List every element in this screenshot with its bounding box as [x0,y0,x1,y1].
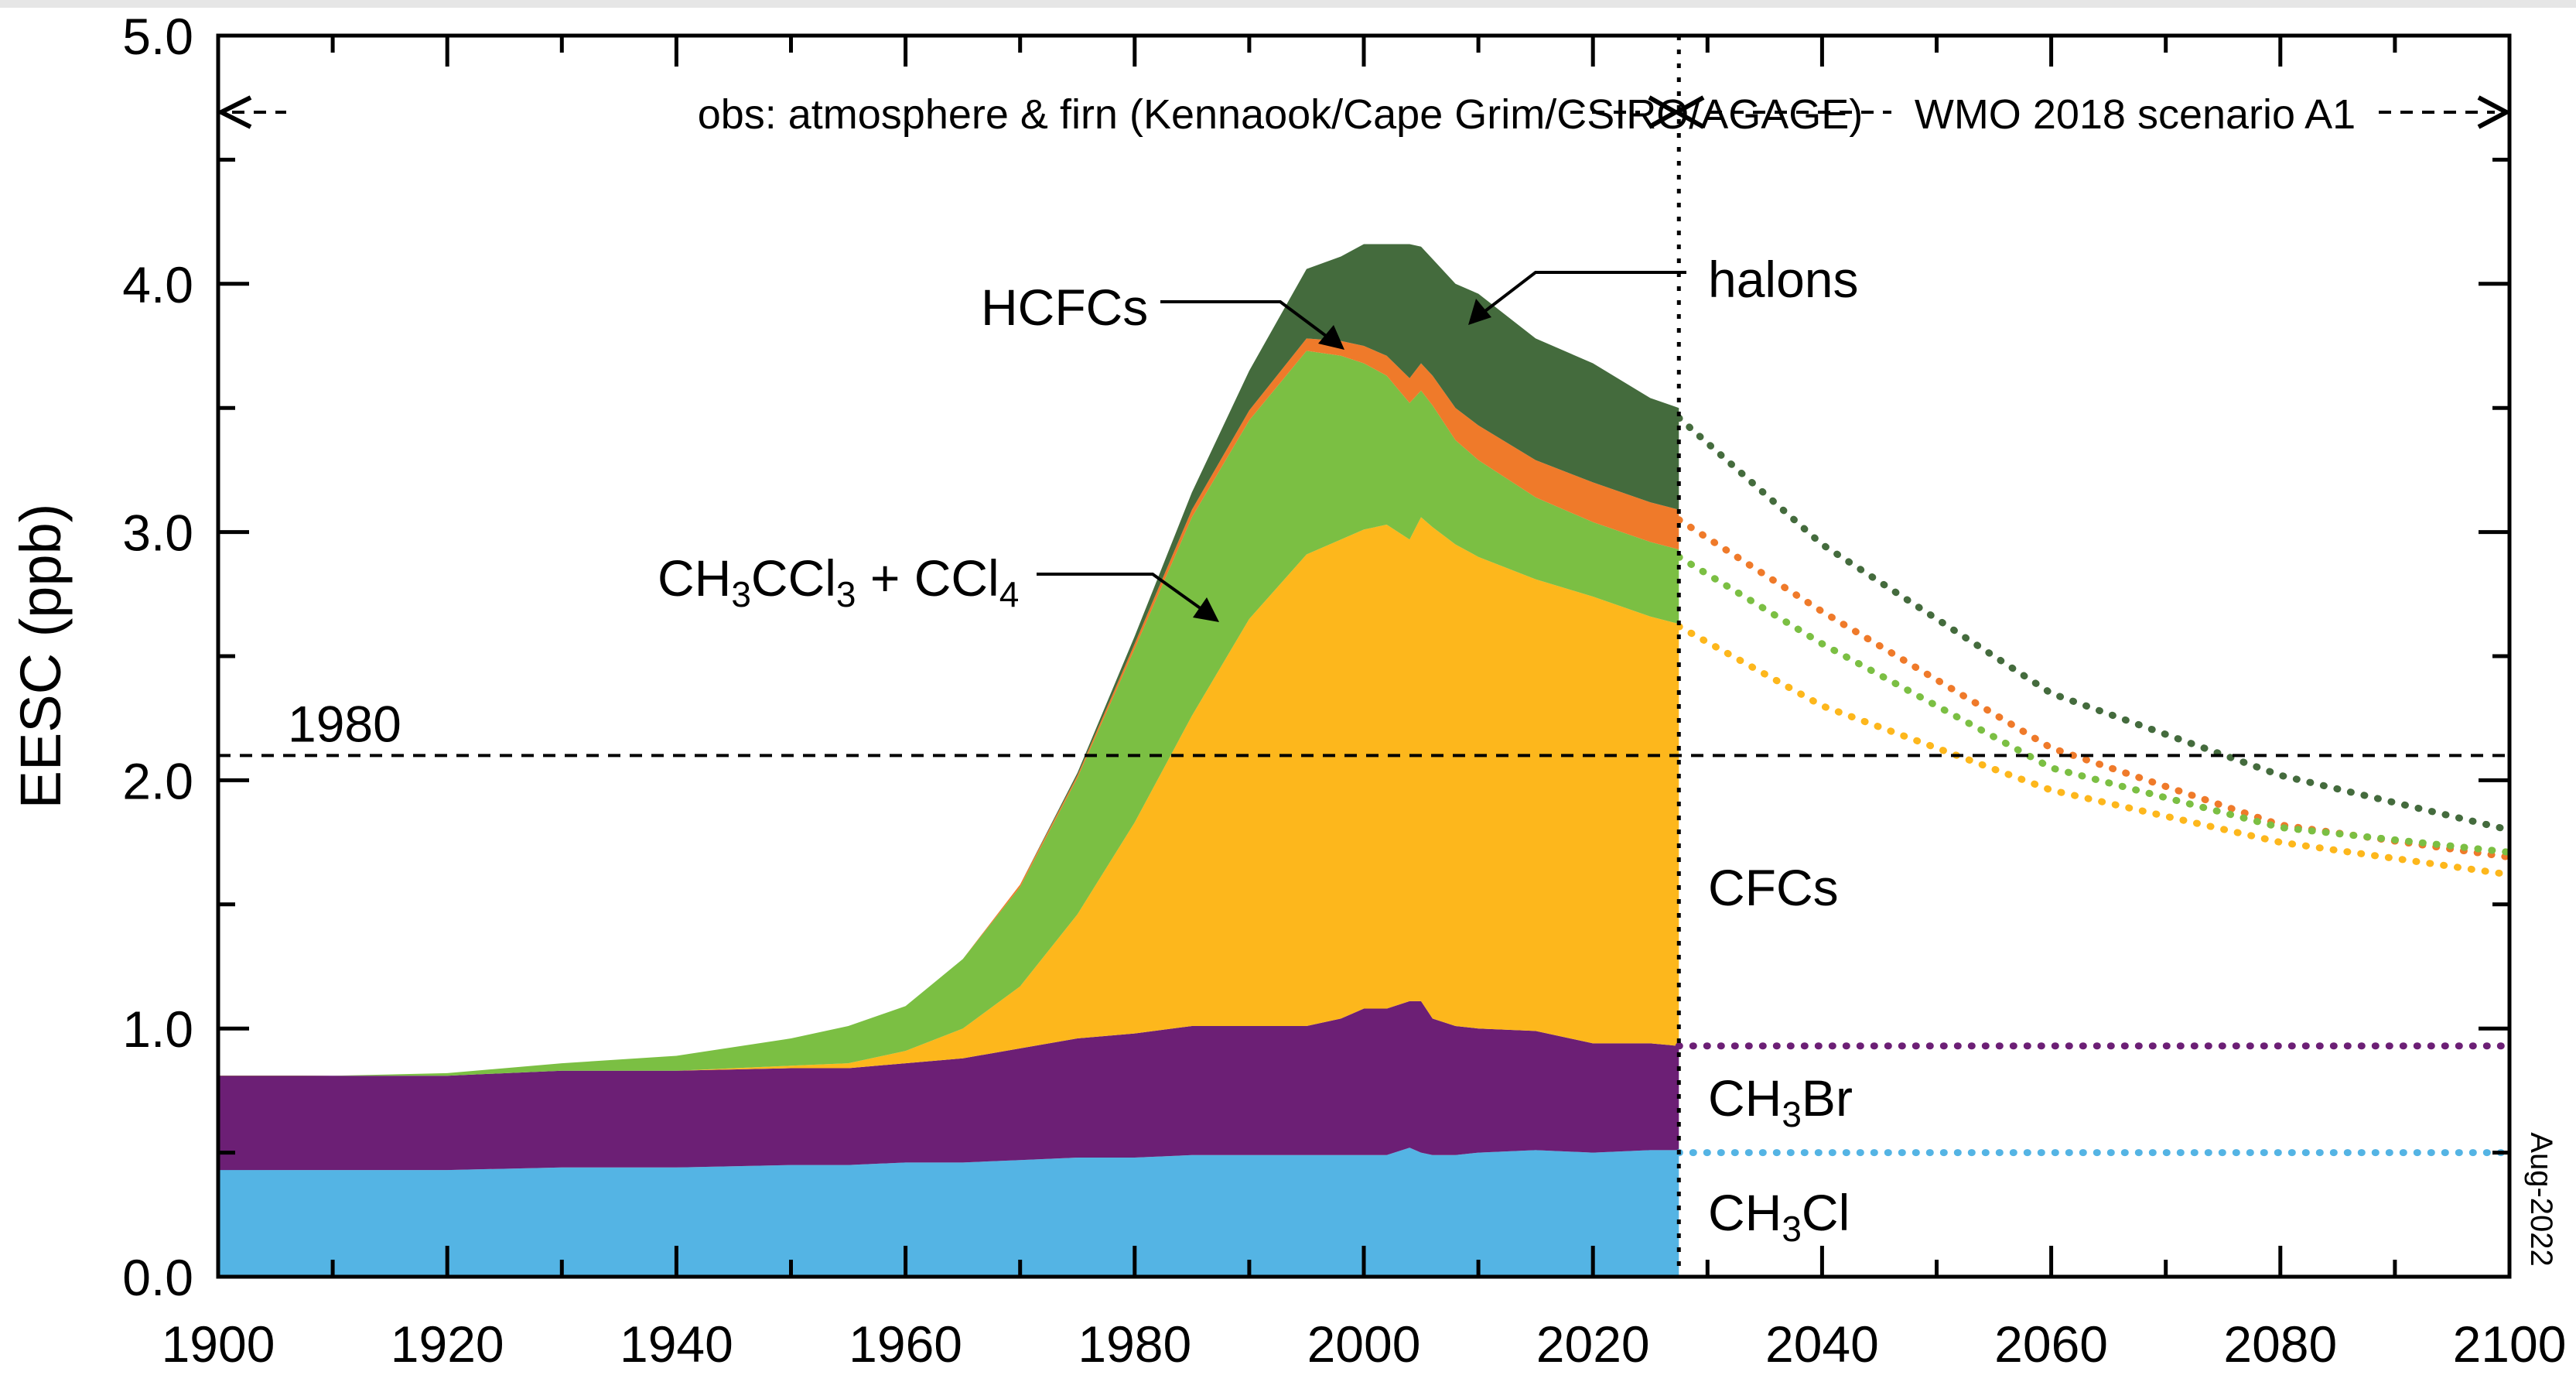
series-label-cfcs: CFCs [1708,859,1839,916]
label-pointers [1037,271,1686,614]
x-tick-label: 2040 [1765,1315,1879,1373]
projection-ch3ccl3-ccl4 [1675,553,2513,856]
y-tick-label: 5.0 [122,8,193,65]
series-label-hcfcs: HCFCs [981,279,1148,336]
series-label-ch3cl: CH3Cl [1708,1184,1850,1249]
y-tick-label: 2.0 [122,752,193,809]
scenario-period-label: WMO 2018 scenario A1 [1915,91,2356,138]
reference-line-label: 1980 [288,695,401,752]
projection-lines [1675,414,2513,1157]
period-arrows [216,95,2512,129]
pointer-arrowheads [1193,299,1491,622]
projection-halons [1675,414,2513,834]
top-border [0,0,2576,8]
area-cfcs [218,517,1679,1076]
y-tick-label: 0.0 [122,1249,193,1306]
y-tick-label: 3.0 [122,505,193,562]
series-label-ch3br: CH3Br [1708,1069,1853,1134]
y-tick-labels: 0.0 1.0 2.0 3.0 4.0 5.0 [122,8,193,1306]
x-tick-label: 2100 [2453,1315,2567,1373]
y-tick-label: 1.0 [122,1000,193,1058]
projection-hcfcs [1675,516,2513,861]
x-tick-label: 2060 [1994,1315,2108,1373]
x-tick-label: 2020 [1536,1315,1650,1373]
series-label-ch3ccl3-ccl4: CH3CCl3 + CCl4 [658,549,1019,614]
date-stamp: Aug-2022 [2524,1132,2558,1266]
series-label-halons: halons [1708,251,1859,308]
hcfcs-pointer [1160,300,1334,342]
halons-pointer [1478,271,1686,317]
projection-cfcs [1675,623,2513,878]
axis-ticks [216,33,2512,1279]
ch3ccl3-pointer [1037,573,1208,614]
x-tick-label: 2000 [1307,1315,1421,1373]
x-tick-label: 1920 [391,1315,504,1373]
x-tick-labels: 1900 1920 1940 1960 1980 2000 2020 2040 2060 2080… [162,1315,2567,1373]
stacked-areas [218,244,1679,1277]
area-ch3br [218,1000,1679,1171]
x-tick-label: 1900 [162,1315,275,1373]
area-ch3cl [218,1148,1679,1277]
x-tick-label: 1960 [849,1315,962,1373]
area-ch3ccl3-ccl4 [218,351,1679,1076]
y-axis-label: EESC (ppb) [9,504,73,809]
y-tick-label: 4.0 [122,256,193,313]
x-tick-label: 1980 [1078,1315,1191,1373]
x-tick-label: 1940 [620,1315,733,1373]
obs-period-label: obs: atmosphere & firn (Kennaook/Cape Gr… [698,91,1864,138]
x-tick-label: 2080 [2223,1315,2337,1373]
